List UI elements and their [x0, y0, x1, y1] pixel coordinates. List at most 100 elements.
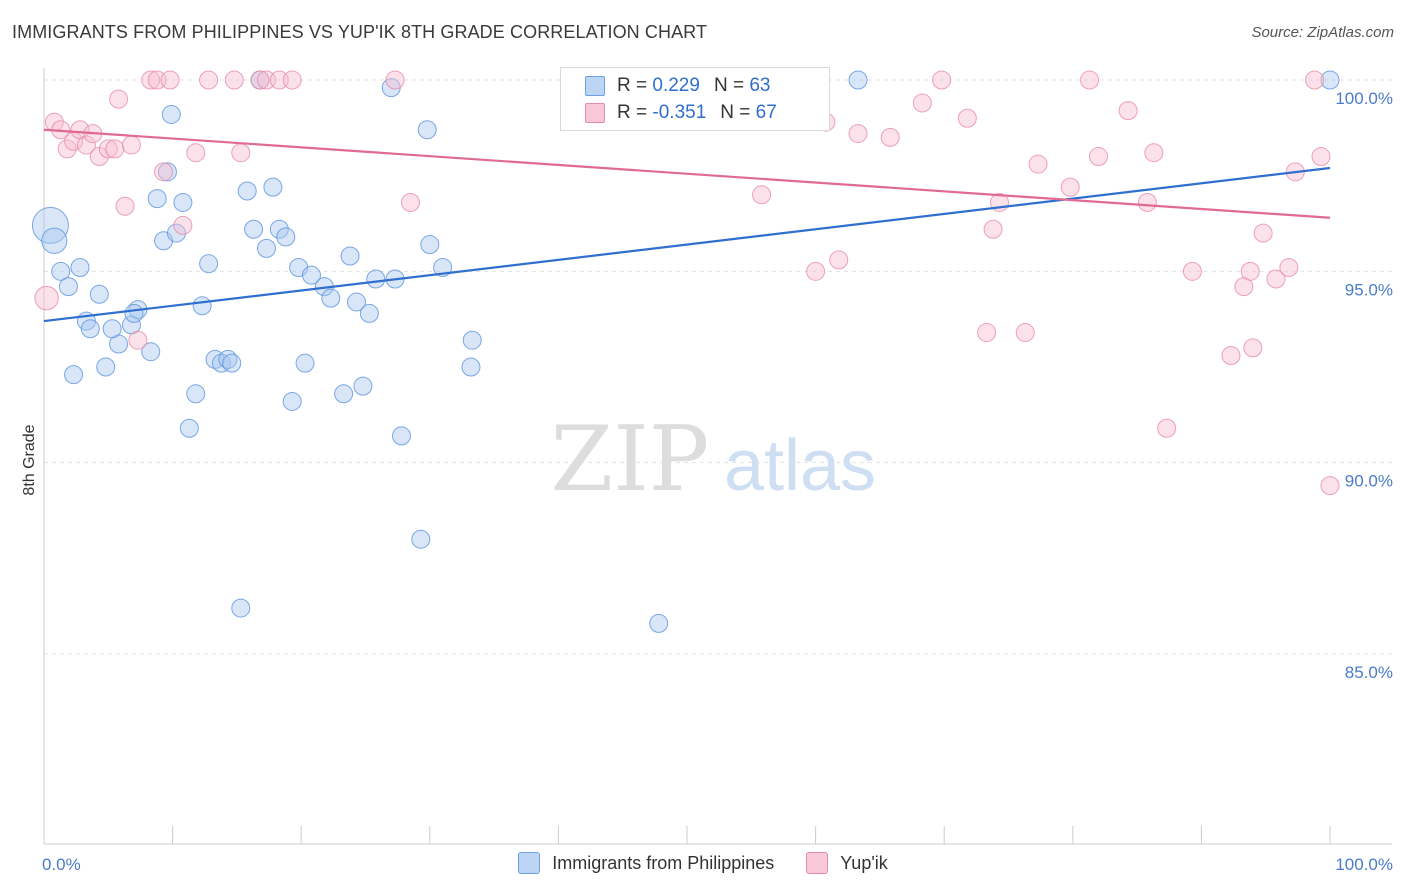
point-series0-25 — [199, 254, 219, 274]
y-tick-label-3: 85.0% — [1345, 663, 1393, 682]
legend-n-value-philippines: 63 — [749, 75, 771, 96]
point-series1-60 — [1253, 223, 1273, 243]
grid-lines — [44, 79, 1395, 655]
point-series0-2 — [51, 261, 71, 281]
y-tick-label-1: 95.0% — [1345, 280, 1393, 299]
point-series1-9 — [98, 139, 118, 159]
source-label: Source: ZipAtlas.com — [1251, 24, 1394, 41]
legend-r-label: R = — [617, 75, 648, 96]
point-series1-24 — [250, 70, 270, 90]
point-series0-20 — [166, 223, 186, 243]
correlation-legend: R = 0.229 N = 63 R = -0.351 N = 67 — [560, 67, 830, 131]
point-series1-13 — [121, 135, 141, 155]
point-series1-33 — [752, 185, 772, 205]
point-series0-28 — [218, 349, 238, 369]
point-series1-53 — [1144, 143, 1164, 163]
point-series1-19 — [173, 215, 193, 235]
point-series0-0 — [31, 206, 69, 244]
axes — [43, 68, 1392, 845]
point-series0-29 — [222, 353, 242, 373]
watermark-atlas: atlas — [724, 426, 876, 506]
point-series1-62 — [1279, 258, 1299, 278]
point-series1-6 — [76, 135, 96, 155]
point-series1-38 — [848, 124, 868, 144]
point-series0-24 — [192, 296, 212, 316]
point-series0-53 — [411, 529, 431, 549]
point-series1-44 — [983, 219, 1003, 239]
point-series0-30 — [231, 598, 251, 618]
point-series1-64 — [1305, 70, 1325, 90]
point-series0-47 — [353, 376, 373, 396]
point-series0-44 — [334, 384, 354, 404]
trend-lines — [43, 128, 1331, 323]
point-series1-27 — [282, 70, 302, 90]
y-axis-title: 8th Grade — [21, 424, 38, 495]
point-series1-21 — [199, 70, 219, 90]
legend-swatch-yupik — [585, 103, 605, 123]
point-series0-14 — [124, 303, 144, 323]
legend-n-label: N = — [720, 102, 751, 123]
point-series0-59 — [649, 613, 669, 633]
point-series1-48 — [1060, 177, 1080, 197]
point-series1-18 — [160, 70, 180, 90]
point-series0-31 — [237, 181, 257, 201]
point-series0-9 — [96, 357, 116, 377]
point-series1-20 — [186, 143, 206, 163]
point-series0-35 — [263, 177, 283, 197]
legend-row-yupik: R = -0.351 N = 67 — [585, 100, 777, 126]
point-series0-16 — [147, 189, 167, 209]
point-series0-19 — [161, 104, 181, 124]
point-series1-65 — [1311, 147, 1331, 167]
legend-item-yupik[interactable]: Yup'ik — [806, 852, 888, 874]
point-series1-37 — [829, 250, 849, 270]
legend-n-value-yupik: 67 — [755, 102, 777, 123]
point-series1-10 — [105, 139, 125, 159]
point-series1-51 — [1118, 101, 1138, 121]
point-series1-35 — [806, 261, 826, 281]
legend-swatch-philippines — [518, 852, 541, 874]
watermark: ZIP atlas — [551, 407, 876, 512]
point-series0-5 — [70, 258, 90, 278]
point-series1-12 — [115, 196, 135, 216]
point-series1-14 — [128, 330, 148, 350]
legend-r-value-philippines: 0.229 — [652, 75, 700, 96]
point-series0-38 — [282, 391, 302, 411]
point-series1-40 — [912, 93, 932, 113]
point-series1-42 — [957, 108, 977, 128]
point-series0-8 — [89, 284, 109, 304]
data-points — [31, 70, 1340, 633]
point-series1-43 — [977, 323, 997, 343]
point-series0-61 — [848, 70, 868, 90]
point-series0-21 — [173, 192, 193, 212]
point-series1-23 — [231, 143, 251, 163]
point-series1-66 — [1320, 476, 1340, 496]
point-series1-49 — [1080, 70, 1100, 90]
point-series0-45 — [340, 246, 360, 266]
point-series0-58 — [461, 357, 481, 377]
point-series0-7 — [80, 319, 100, 339]
point-series0-23 — [186, 384, 206, 404]
point-series1-41 — [932, 70, 952, 90]
point-series1-50 — [1089, 147, 1109, 167]
point-series0-36 — [269, 219, 289, 239]
legend-label-philippines: Immigrants from Philippines — [552, 852, 775, 873]
tick-labels: 100.0% 95.0% 90.0% 85.0% 0.0% 100.0% — [42, 89, 1393, 874]
legend-item-philippines[interactable]: Immigrants from Philippines — [518, 852, 774, 874]
point-series0-34 — [256, 238, 276, 258]
point-series1-54 — [1157, 418, 1177, 438]
point-series0-62 — [1320, 70, 1340, 90]
point-series1-46 — [1015, 323, 1035, 343]
legend-row-philippines: R = 0.229 N = 63 — [585, 73, 770, 99]
point-series0-41 — [301, 265, 321, 285]
point-series0-11 — [102, 319, 122, 339]
point-series0-4 — [64, 365, 84, 385]
legend-n-label: N = — [713, 75, 745, 96]
point-series0-52 — [392, 426, 412, 446]
point-series0-40 — [295, 353, 315, 373]
point-series0-48 — [359, 303, 379, 323]
point-series1-61 — [1266, 269, 1286, 289]
legend-swatch-philippines — [585, 76, 605, 96]
point-series0-1 — [41, 227, 68, 254]
point-series0-43 — [321, 288, 341, 308]
